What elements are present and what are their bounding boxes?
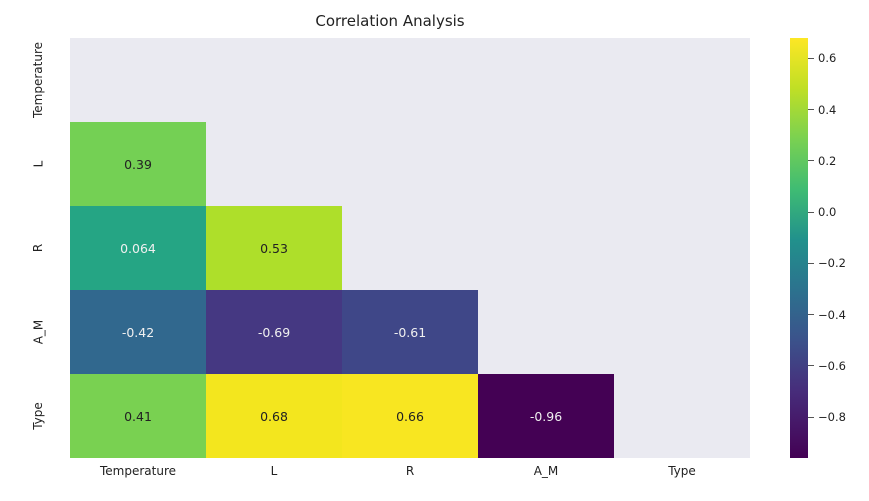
- heatmap-cell: -0.61: [342, 290, 478, 374]
- heatmap-cell: [478, 290, 614, 374]
- colorbar-tick-line: [808, 314, 814, 315]
- heatmap-cell: 0.68: [206, 374, 342, 458]
- cell-value: 0.53: [260, 241, 288, 256]
- correlation-heatmap: 0.39 0.064 0.53 -0.42 -0.69 -0.61 0.41 0.68 0.66…: [70, 38, 750, 458]
- heatmap-cell: -0.69: [206, 290, 342, 374]
- colorbar-tick-line: [808, 160, 814, 161]
- colorbar-tick-label: 0.6: [818, 51, 836, 65]
- colorbar-tick-line: [808, 365, 814, 366]
- colorbar-tick: 0.0: [808, 205, 836, 219]
- heatmap-cell: [478, 122, 614, 206]
- heatmap-cell: -0.96: [478, 374, 614, 458]
- colorbar-tick: 0.4: [808, 103, 836, 117]
- heatmap-cell: [614, 374, 750, 458]
- colorbar-tick: −0.2: [808, 256, 846, 270]
- heatmap-cell: [342, 122, 478, 206]
- x-tick-label: A_M: [478, 460, 614, 490]
- heatmap-cell: [206, 122, 342, 206]
- colorbar-tick-line: [808, 417, 814, 418]
- heatmap-cell: [614, 38, 750, 122]
- colorbar-tick-line: [808, 109, 814, 110]
- y-tick-label: L: [31, 161, 45, 168]
- heatmap-cell: [206, 38, 342, 122]
- heatmap-cell: [478, 38, 614, 122]
- cell-value: -0.96: [530, 409, 562, 424]
- heatmap-cell: [614, 290, 750, 374]
- colorbar-gradient: [790, 38, 808, 458]
- colorbar-tick-label: 0.2: [818, 154, 836, 168]
- heatmap-cell: [342, 206, 478, 290]
- colorbar-tick-line: [808, 58, 814, 59]
- colorbar-tick-label: 0.0: [818, 205, 836, 219]
- colorbar: 0.6 0.4 0.2 0.0 −0.2 −0.4 −0.6 −0.8: [790, 38, 860, 458]
- colorbar-tick: −0.4: [808, 308, 846, 322]
- colorbar-ticks: 0.6 0.4 0.2 0.0 −0.2 −0.4 −0.6 −0.8: [808, 38, 860, 458]
- cell-value: 0.66: [396, 409, 424, 424]
- x-axis-labels: Temperature L R A_M Type: [70, 460, 750, 490]
- heatmap-cell: -0.42: [70, 290, 206, 374]
- heatmap-cell: 0.41: [70, 374, 206, 458]
- y-tick-label: R: [31, 244, 45, 252]
- chart-canvas: Correlation Analysis Temperature L R A_M…: [0, 0, 869, 501]
- y-axis-labels: Temperature L R A_M Type: [0, 38, 70, 458]
- heatmap-cell: 0.66: [342, 374, 478, 458]
- colorbar-tick: 0.6: [808, 51, 836, 65]
- colorbar-tick: −0.6: [808, 359, 846, 373]
- x-tick-label: L: [206, 460, 342, 490]
- x-tick-label: Type: [614, 460, 750, 490]
- colorbar-tick-label: 0.4: [818, 103, 836, 117]
- chart-title: Correlation Analysis: [0, 12, 780, 30]
- heatmap-cell: 0.39: [70, 122, 206, 206]
- y-tick-label: Type: [31, 402, 45, 430]
- cell-value: -0.61: [394, 325, 426, 340]
- colorbar-tick-label: −0.2: [818, 256, 846, 270]
- cell-value: 0.68: [260, 409, 288, 424]
- colorbar-tick-line: [808, 263, 814, 264]
- cell-value: -0.42: [122, 325, 154, 340]
- x-tick-label: R: [342, 460, 478, 490]
- heatmap-cell: 0.064: [70, 206, 206, 290]
- heatmap-cell: [614, 122, 750, 206]
- colorbar-tick-label: −0.6: [818, 359, 846, 373]
- heatmap-cell: [614, 206, 750, 290]
- heatmap-cell: [342, 38, 478, 122]
- cell-value: 0.064: [120, 241, 156, 256]
- heatmap-cell: 0.53: [206, 206, 342, 290]
- y-tick-label: A_M: [31, 320, 45, 345]
- colorbar-tick-label: −0.4: [818, 308, 846, 322]
- colorbar-tick: −0.8: [808, 410, 846, 424]
- heatmap-cell: [70, 38, 206, 122]
- x-tick-label: Temperature: [70, 460, 206, 490]
- heatmap-cell: [478, 206, 614, 290]
- cell-value: -0.69: [258, 325, 290, 340]
- y-tick-label: Temperature: [31, 42, 45, 118]
- colorbar-tick-label: −0.8: [818, 410, 846, 424]
- cell-value: 0.39: [124, 157, 152, 172]
- colorbar-tick-line: [808, 212, 814, 213]
- colorbar-tick: 0.2: [808, 154, 836, 168]
- cell-value: 0.41: [124, 409, 152, 424]
